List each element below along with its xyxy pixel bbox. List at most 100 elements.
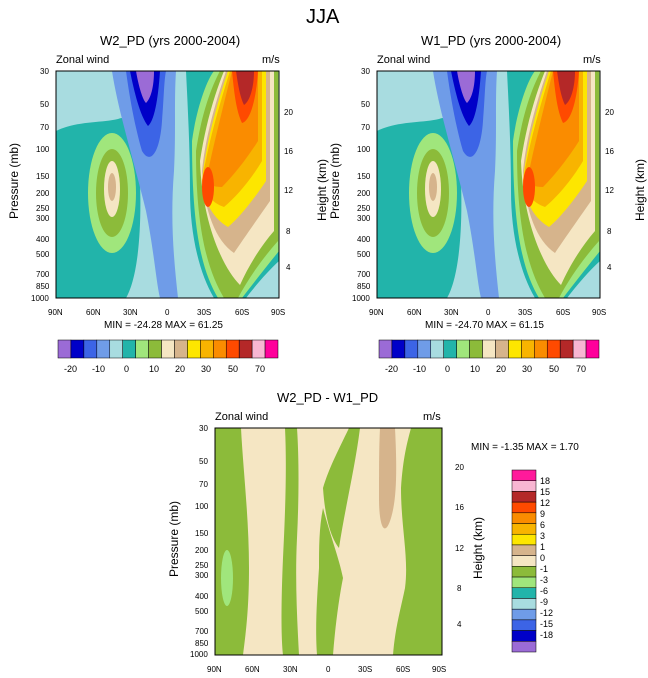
panel2-ytick: 500 — [357, 250, 371, 259]
panel3-contour-plot — [214, 427, 443, 656]
panel3-y2tick: 4 — [457, 620, 462, 629]
panel1-ytick: 50 — [40, 100, 49, 109]
panel3-cb-label: 9 — [540, 509, 546, 519]
panel1-cb-label: 70 — [255, 364, 266, 374]
colorbar-swatch — [417, 339, 432, 359]
panel3-cb-label: -18 — [540, 630, 554, 640]
panel3-ytick: 150 — [195, 529, 209, 538]
panel2-cb-label: -10 — [413, 364, 427, 374]
colorbar-swatch — [70, 339, 85, 359]
panel1-ytick: 70 — [40, 123, 49, 132]
colorbar-swatch — [469, 339, 483, 359]
panel2-y2tick: 20 — [605, 108, 614, 117]
panel1-y2tick: 20 — [284, 108, 293, 117]
panel2-ylabel: Pressure (mb) — [328, 142, 342, 219]
figure-title: JJA — [306, 6, 340, 28]
panel3-xtick: 90S — [432, 665, 447, 674]
panel1-ytick: 1000 — [31, 294, 49, 303]
panel3-lower-band — [316, 508, 343, 655]
panel3-cb-label: -3 — [540, 575, 549, 585]
colorbar-swatch — [511, 533, 537, 546]
panel1-nh-jet-core — [108, 173, 116, 201]
panel2-ytick: 300 — [357, 214, 371, 223]
panel2-ytick: 400 — [357, 235, 371, 244]
panel2-y2label: Height (km) — [633, 158, 647, 221]
panel3-ytick: 500 — [195, 607, 209, 616]
colorbar-swatch — [482, 339, 496, 359]
colorbar-swatch — [534, 339, 548, 359]
panel3-cb-label: -9 — [540, 597, 549, 607]
panel3-stats: MIN = -1.35 MAX = 1.70 — [471, 442, 579, 453]
panel3-cb-label: -1 — [540, 564, 549, 574]
panel3-ytick: 70 — [199, 480, 208, 489]
colorbar-swatch — [238, 339, 253, 359]
panel2-cb-label: 70 — [576, 364, 587, 374]
panel3-ytick: 1000 — [190, 650, 208, 659]
panel1-y2tick: 12 — [284, 186, 293, 195]
panel1-contour-plot — [55, 70, 280, 299]
panel3-cb-label: 18 — [540, 476, 551, 486]
colorbar-swatch — [251, 339, 266, 359]
panel1-title: W2_PD (yrs 2000-2004) — [100, 33, 241, 48]
colorbar-swatch — [511, 544, 537, 556]
colorbar-swatch — [57, 339, 72, 359]
panel1-ytick: 400 — [36, 235, 50, 244]
colorbar-swatch — [585, 339, 600, 359]
panel3-y2tick: 8 — [457, 584, 462, 593]
panel3-xtick: 30N — [283, 665, 298, 674]
panel3-upper-band — [323, 428, 360, 548]
panel1-xtick: 0 — [165, 308, 170, 317]
colorbar-swatch — [456, 339, 470, 359]
panel2-ytick: 100 — [357, 145, 371, 154]
panel3-xtick: 0 — [326, 665, 331, 674]
panel3-xtick: 60S — [396, 665, 411, 674]
panel1-cb-label: 50 — [228, 364, 239, 374]
panel3-y2tick: 20 — [455, 463, 464, 472]
panel2-y2tick: 12 — [605, 186, 614, 195]
panel2-xtick: 60N — [407, 308, 422, 317]
panel2-cb-label: -20 — [385, 364, 399, 374]
panel2-ytick: 200 — [357, 189, 371, 198]
panel1-xtick: 30S — [197, 308, 212, 317]
colorbar-swatch — [443, 339, 457, 359]
panel2-cb-label: 10 — [470, 364, 481, 374]
panel3-ytick: 30 — [199, 424, 208, 433]
panel3-ytick: 400 — [195, 592, 209, 601]
panel1-sh-i — [236, 71, 254, 105]
colorbar-swatch — [187, 339, 201, 359]
panel3-cb-label: 15 — [540, 487, 551, 497]
panel3-ytick: 850 — [195, 639, 209, 648]
colorbar-swatch — [225, 339, 240, 359]
panel1-easterly-outer — [112, 71, 178, 298]
panel3-right-label: m/s — [423, 411, 441, 423]
colorbar-swatch — [511, 576, 537, 589]
colorbar-swatch — [511, 598, 537, 610]
panel1-xtick: 90S — [271, 308, 286, 317]
panel1-ytick: 100 — [36, 145, 50, 154]
panel3-ytick: 200 — [195, 546, 209, 555]
colorbar-swatch — [559, 339, 574, 359]
colorbar-swatch — [378, 339, 393, 359]
panel3-ylabel: Pressure (mb) — [167, 500, 181, 577]
colorbar-swatch — [404, 339, 419, 359]
colorbar-swatch — [148, 339, 162, 359]
panel3-y2label: Height (km) — [471, 516, 485, 579]
panel3-cb-label: -6 — [540, 586, 549, 596]
panel1-ytick: 200 — [36, 189, 50, 198]
panel1-ytick: 700 — [36, 270, 50, 279]
panel2-y2tick: 16 — [605, 147, 614, 156]
colorbar-swatch — [511, 555, 537, 567]
colorbar-swatch — [391, 339, 406, 359]
panel1-cb-label: -10 — [92, 364, 106, 374]
panel3-ytick: 700 — [195, 627, 209, 636]
panel1-ytick: 150 — [36, 172, 50, 181]
panel2-ytick: 850 — [357, 282, 371, 291]
colorbar-swatch — [96, 339, 111, 359]
colorbar-swatch — [511, 566, 537, 578]
panel3-cb-label: 1 — [540, 542, 546, 552]
panel3-cb-label: -15 — [540, 619, 554, 629]
panel1-ytick: 250 — [36, 204, 50, 213]
panel3-ytick: 50 — [199, 457, 208, 466]
panel3-xtick: 30S — [358, 665, 373, 674]
panel3-cb-label: 3 — [540, 531, 546, 541]
